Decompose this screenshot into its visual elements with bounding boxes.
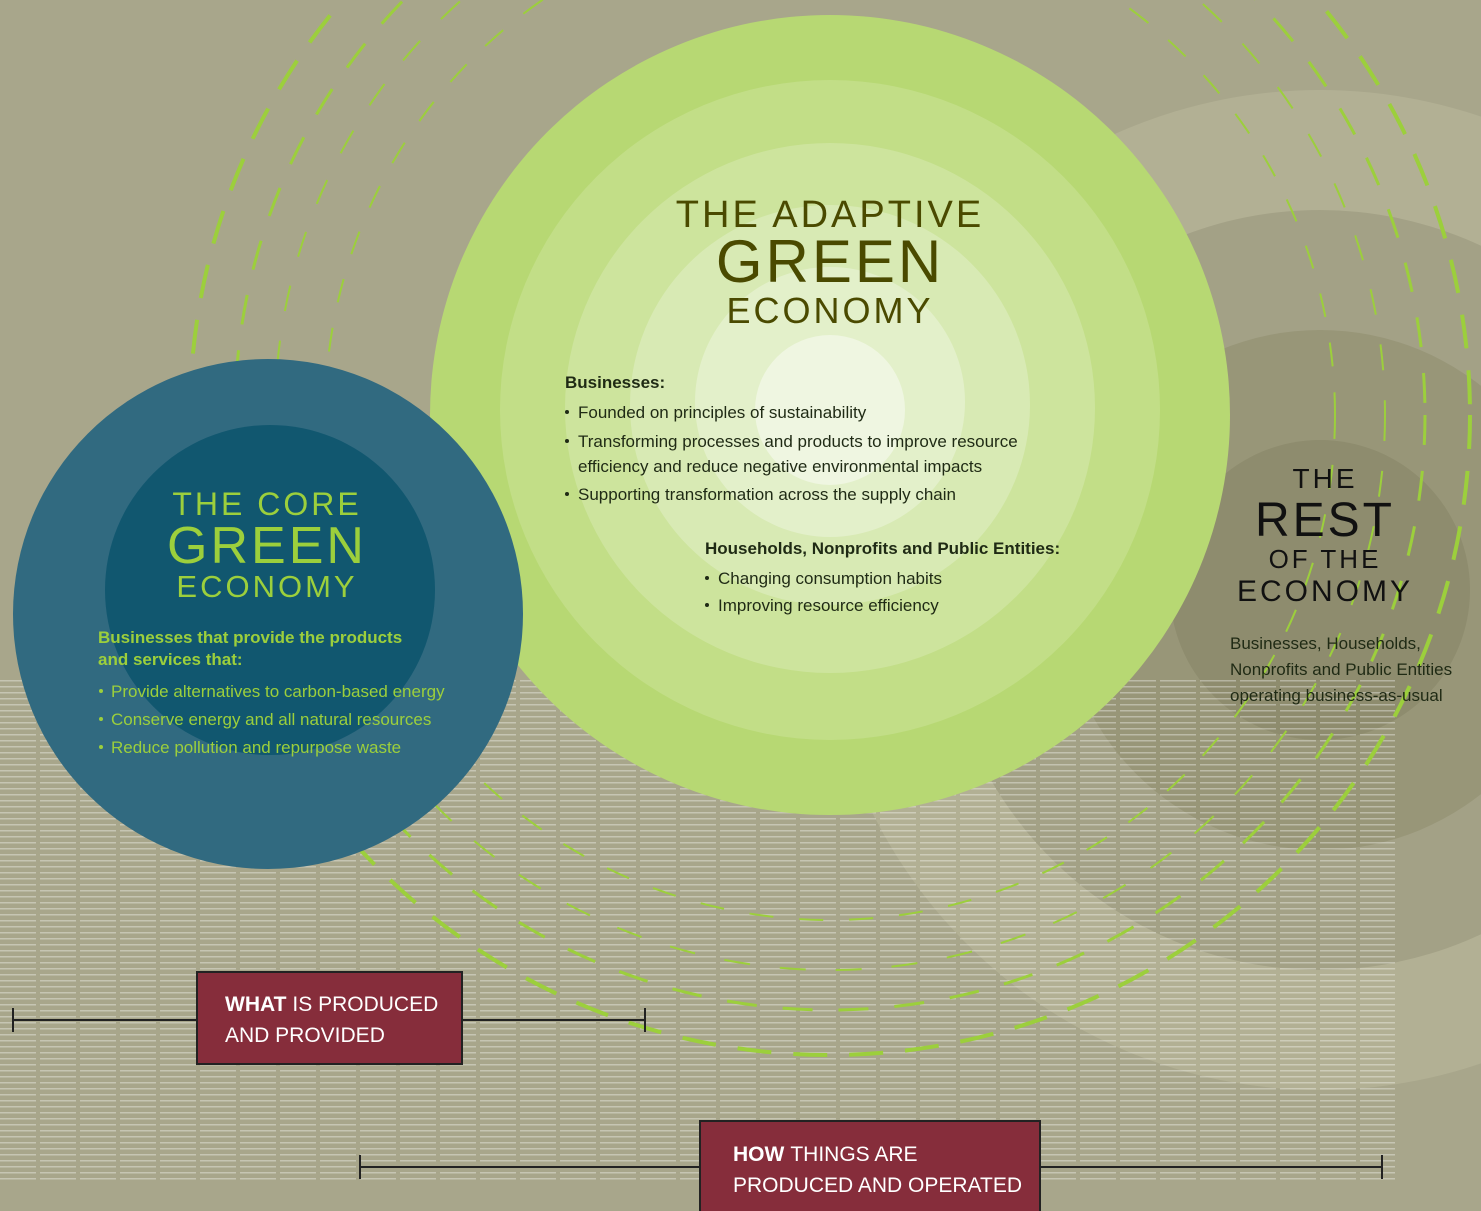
title: GREEN: [716, 228, 944, 295]
bullet: Founded on principles of sustainability: [578, 403, 867, 422]
description: operating business-as-usual: [1230, 686, 1443, 705]
heading: Households, Nonprofits and Public Entiti…: [705, 539, 1060, 558]
core-circle: [13, 359, 523, 869]
title: THE ADAPTIVE: [676, 194, 984, 236]
description: Businesses, Households,: [1230, 634, 1421, 653]
heading: Businesses:: [565, 373, 665, 392]
bullet: Transforming processes and products to i…: [578, 432, 1018, 451]
title: ECONOMY: [176, 569, 357, 604]
title: ECONOMY: [726, 290, 933, 331]
title: OF THE: [1269, 544, 1382, 574]
title: ECONOMY: [1237, 575, 1413, 608]
label: WHAT IS PRODUCED: [225, 993, 438, 1016]
label-bold: WHAT: [225, 993, 287, 1016]
label-line: PRODUCED AND OPERATED: [733, 1174, 1022, 1197]
bullet: Improving resource efficiency: [718, 596, 939, 615]
bullet: efficiency and reduce negative environme…: [578, 457, 982, 476]
title: THE: [1293, 463, 1358, 494]
title: THE CORE: [172, 486, 361, 522]
label-line: AND PROVIDED: [225, 1024, 385, 1047]
bullet: Provide alternatives to carbon-based ene…: [111, 682, 445, 701]
label-box: [196, 971, 463, 1065]
adaptive-circle: [430, 15, 1230, 815]
bullet: Conserve energy and all natural resource…: [111, 710, 431, 729]
intro: and services that:: [98, 650, 243, 669]
label: HOW THINGS ARE: [733, 1143, 918, 1166]
title: GREEN: [167, 517, 367, 575]
bullet: Reduce pollution and repurpose waste: [111, 738, 401, 757]
description: Nonprofits and Public Entities: [1230, 660, 1452, 679]
title: REST: [1255, 494, 1395, 547]
label-line: THINGS ARE: [790, 1143, 917, 1166]
label-line: IS PRODUCED: [292, 993, 438, 1016]
label-box: [699, 1120, 1041, 1211]
intro: Businesses that provide the products: [98, 628, 402, 647]
bullet: Supporting transformation across the sup…: [578, 485, 956, 504]
bullet: Changing consumption habits: [718, 569, 942, 588]
label-bold: HOW: [733, 1143, 785, 1166]
